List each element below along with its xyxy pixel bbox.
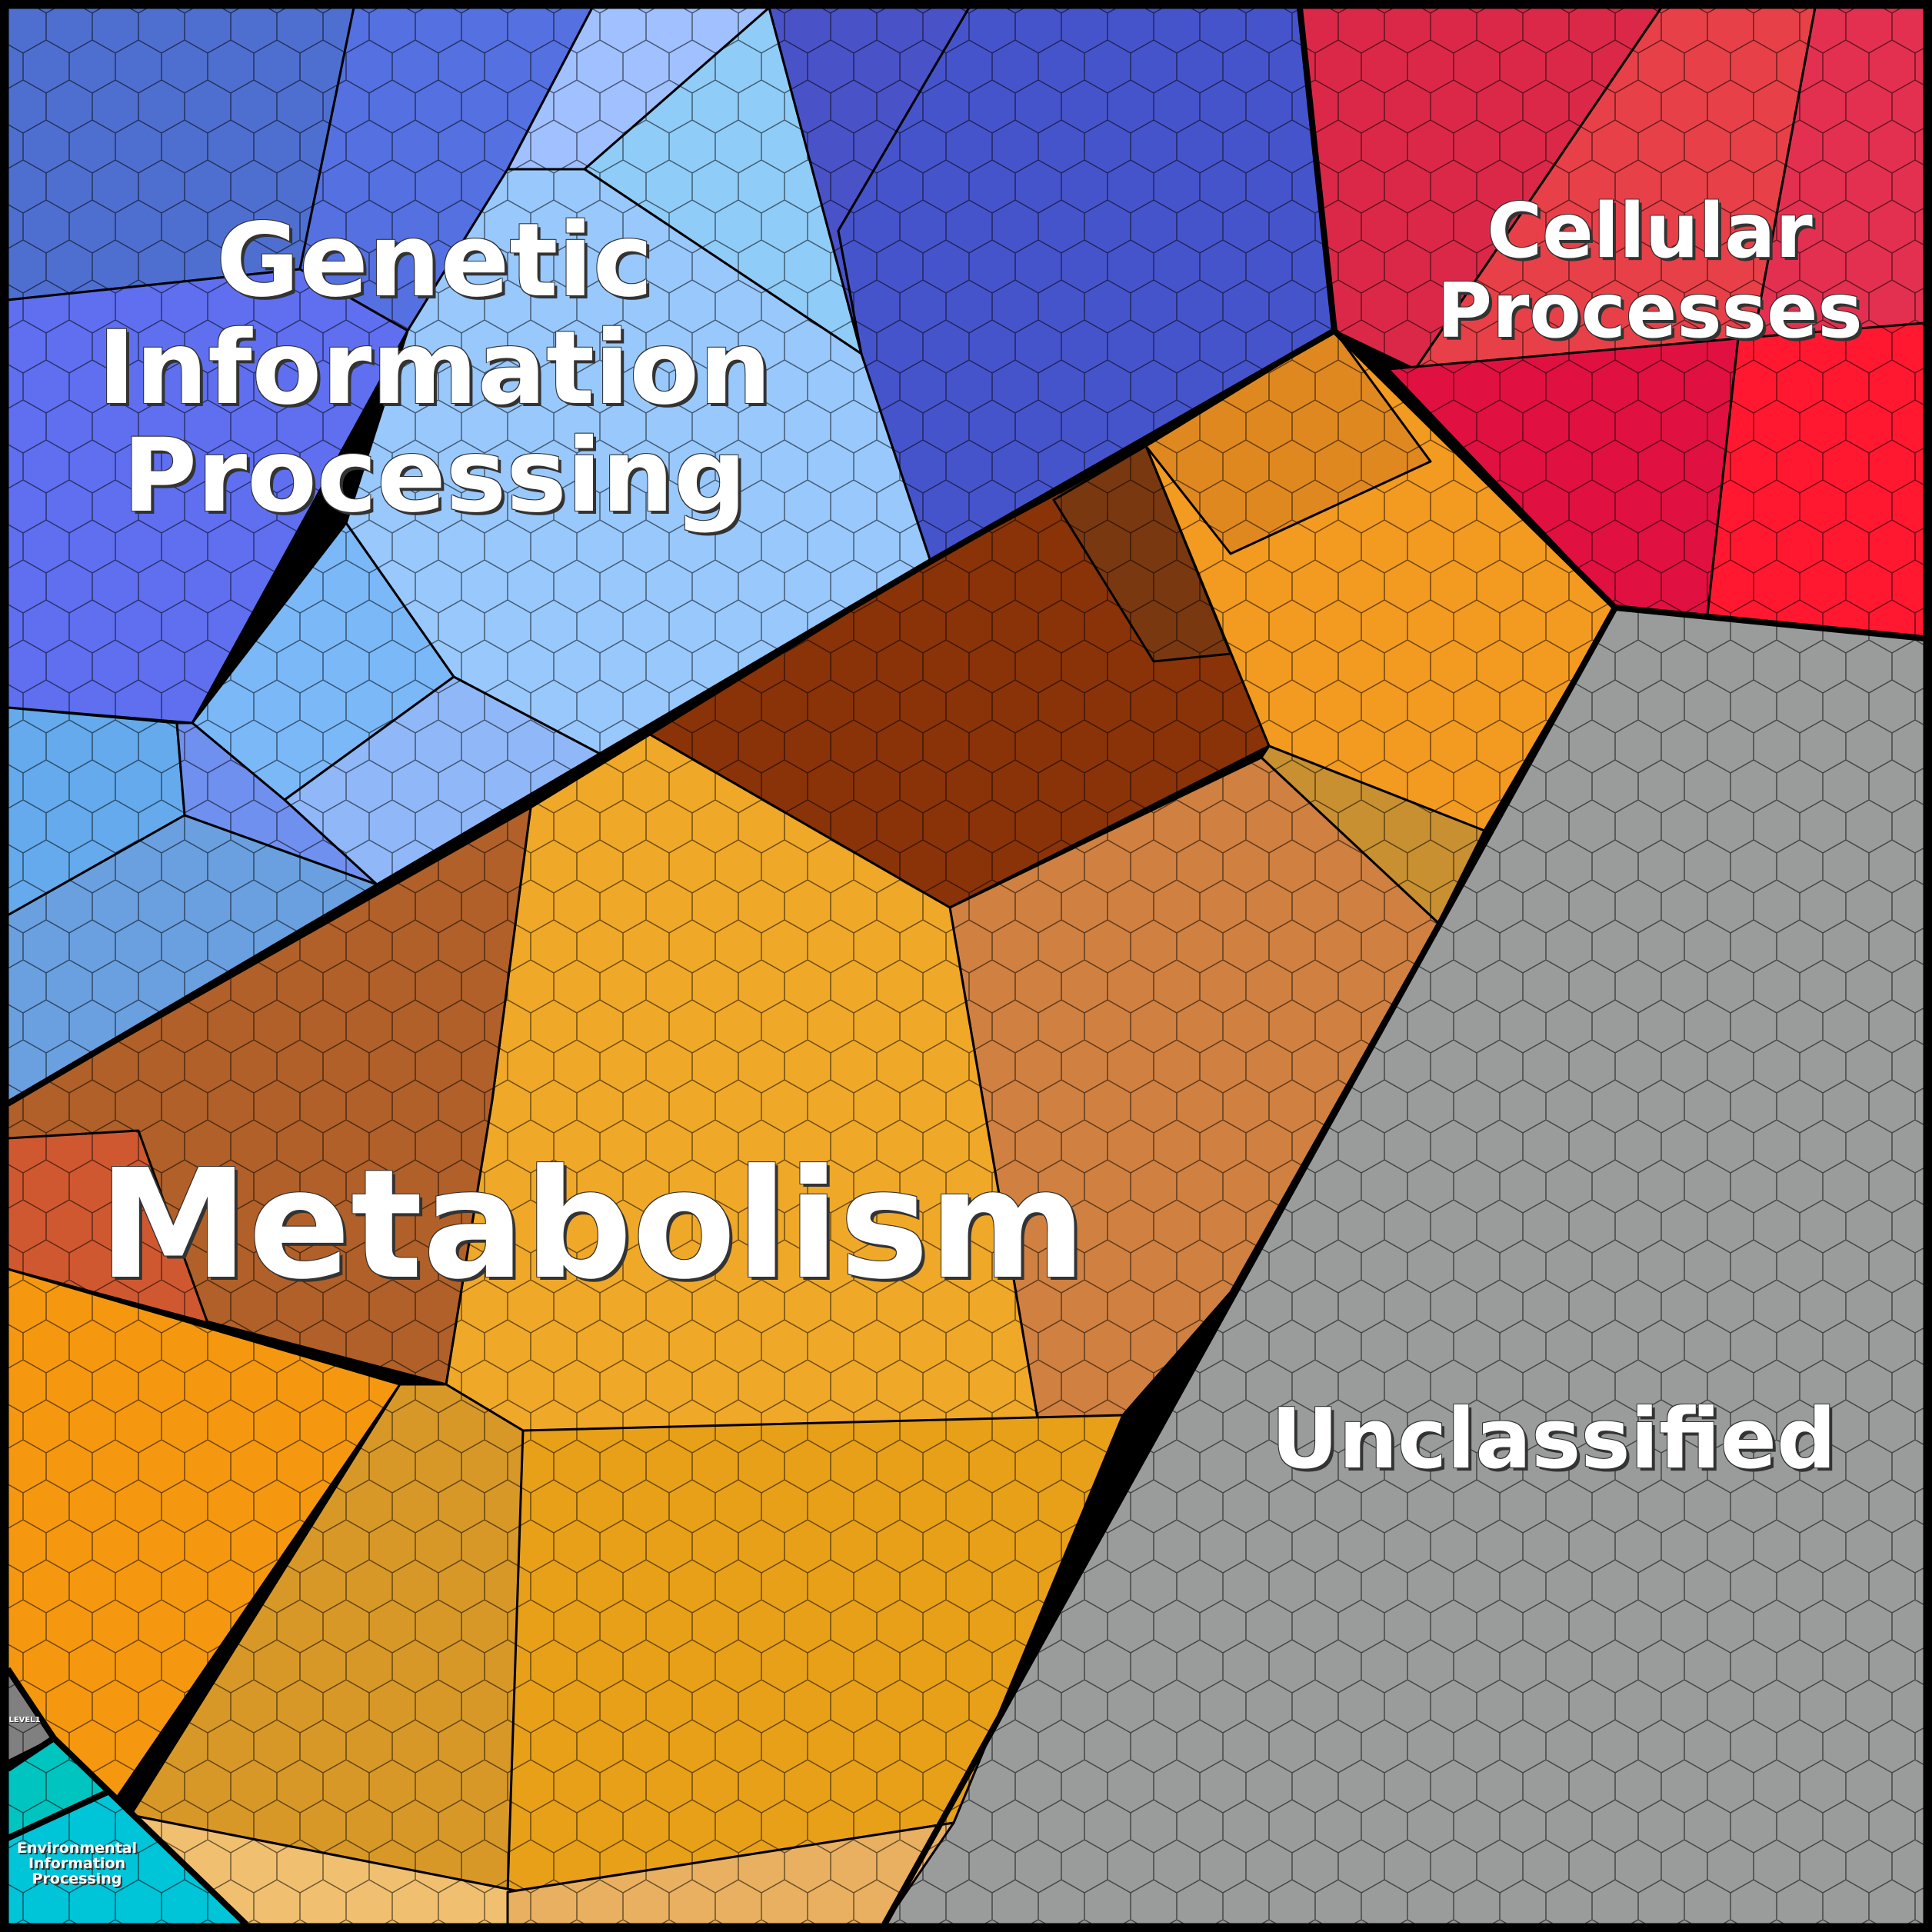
- label-line: Cellular: [1487, 188, 1813, 275]
- label-line: Processing: [122, 416, 747, 535]
- label-line: Genetic: [216, 202, 653, 320]
- label-line: Processing: [32, 1870, 122, 1888]
- label-unclassified: Unclassified: [1271, 1391, 1837, 1487]
- label-level1: LEVEL1: [8, 1716, 41, 1724]
- label-line: Processes: [1437, 267, 1863, 355]
- label-environmental-information-processing: Environmental Information Processing: [17, 1840, 137, 1887]
- label-line: Information: [28, 1855, 126, 1873]
- label-genetic-information-processing: Genetic Information Processing: [98, 202, 771, 535]
- label-line: Environmental: [17, 1840, 137, 1857]
- top-level-borders: [5, 7, 1925, 1927]
- label-cellular-processes: Cellular Processes: [1437, 192, 1863, 352]
- label-metabolism: Metabolism: [98, 1138, 1087, 1313]
- label-line: Information: [98, 308, 771, 428]
